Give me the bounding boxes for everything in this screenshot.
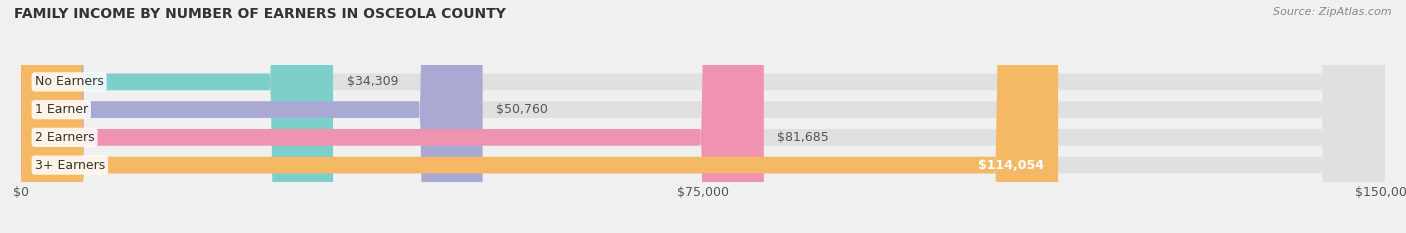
FancyBboxPatch shape bbox=[21, 0, 1385, 233]
FancyBboxPatch shape bbox=[21, 0, 482, 233]
FancyBboxPatch shape bbox=[21, 0, 763, 233]
Text: $34,309: $34,309 bbox=[347, 75, 398, 88]
Text: $81,685: $81,685 bbox=[778, 131, 830, 144]
Text: Source: ZipAtlas.com: Source: ZipAtlas.com bbox=[1274, 7, 1392, 17]
FancyBboxPatch shape bbox=[21, 0, 333, 233]
FancyBboxPatch shape bbox=[21, 0, 1385, 233]
Text: 1 Earner: 1 Earner bbox=[35, 103, 87, 116]
Text: $50,760: $50,760 bbox=[496, 103, 548, 116]
FancyBboxPatch shape bbox=[21, 0, 1385, 233]
Text: 3+ Earners: 3+ Earners bbox=[35, 159, 105, 171]
FancyBboxPatch shape bbox=[21, 0, 1059, 233]
Text: $114,054: $114,054 bbox=[979, 159, 1045, 171]
FancyBboxPatch shape bbox=[21, 0, 1385, 233]
Text: 2 Earners: 2 Earners bbox=[35, 131, 94, 144]
Text: FAMILY INCOME BY NUMBER OF EARNERS IN OSCEOLA COUNTY: FAMILY INCOME BY NUMBER OF EARNERS IN OS… bbox=[14, 7, 506, 21]
Text: No Earners: No Earners bbox=[35, 75, 104, 88]
